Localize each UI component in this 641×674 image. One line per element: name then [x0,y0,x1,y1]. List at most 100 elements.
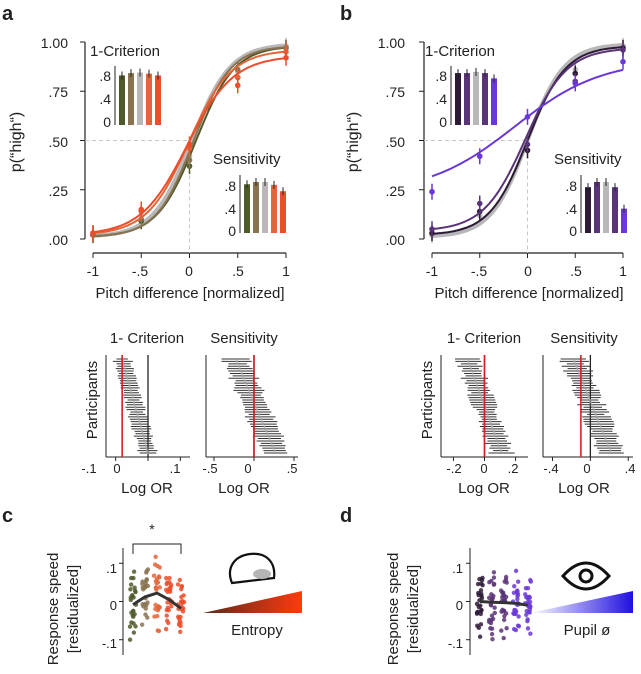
scatter-point [525,626,531,631]
scatter-point [500,590,505,596]
participant-estimate [596,418,599,421]
participant-estimate [125,374,128,377]
participant-estimate [256,408,259,411]
inset-bar [482,73,488,125]
participant-estimate [584,389,587,392]
inset-tick-label: .4 [99,91,111,107]
participant-estimate [488,418,491,421]
inset-bar [594,181,600,233]
pupil-gradient-wedge [530,591,633,613]
participant-estimate [257,411,260,414]
scatter-point [169,604,174,609]
forest-title-sensitivity: Sensitivity [210,330,278,347]
x-axis-label: Pitch difference [normalized] [96,285,285,302]
participant-estimate [262,423,265,426]
scatter-point [128,582,134,587]
inset-tick-label: 0 [439,114,447,130]
participant-estimate [131,396,134,399]
participant-estimate [145,444,148,447]
participant-estimate [495,437,498,440]
scatter-point [143,612,148,617]
participant-estimate [267,435,270,438]
scatter-point [489,626,495,631]
scatter-point [501,635,506,641]
participant-estimate [606,442,609,445]
participant-estimate [123,365,126,368]
participant-estimate [593,411,596,414]
scatter-point [500,607,505,613]
panel-label-c: c [2,505,13,527]
inset-tick-label: .8 [99,68,111,84]
participant-estimate [595,415,598,418]
participant-estimate [478,391,481,394]
participant-estimate [238,367,241,370]
participant-estimate [598,423,601,426]
participant-estimate [237,365,240,368]
participant-estimate [266,432,269,435]
inset-bar [473,71,479,125]
entropy-legend-label: Entropy [231,622,283,639]
participant-estimate [137,415,140,418]
participant-estimate [599,425,602,428]
scatter-point [179,586,184,592]
y-tick-label: .25 [386,183,406,199]
scatter-point [492,610,498,616]
scatter-point [127,624,133,629]
scatter-point [130,613,135,618]
scatter-point [153,585,159,590]
participant-estimate [574,362,577,365]
inset-bar [253,181,259,233]
participant-estimate [578,372,581,375]
x-tick-label: -.5 [202,461,217,476]
speed-plot-c: Response speed [residualized] .1 0 -.1 *… [45,521,302,665]
participant-estimate [129,389,132,392]
mean-line [132,591,182,610]
participant-estimate [485,411,488,414]
participant-estimate [125,372,128,375]
participant-estimate [499,449,502,452]
y-tick-label: .75 [49,84,69,100]
forest-title-criterion: 1- Criterion [447,330,521,347]
participant-estimate [594,413,597,416]
inset-bar [603,181,609,233]
panel-label-d: d [340,505,352,527]
scatter-point [515,596,520,602]
scatter-point [132,585,137,590]
y-tick-label: .00 [49,232,69,248]
y-tick-label: -.1 [102,636,117,651]
participant-estimate [607,444,610,447]
scatter-point [179,594,184,600]
participant-estimate [272,447,275,450]
scatter-point [491,570,497,575]
scatter-point [477,634,483,639]
participant-estimate [254,403,257,406]
data-point [429,188,435,195]
participant-estimate [137,418,140,421]
speed-plot-d: Response speed [residualized] .1 0 -.1 P… [385,548,633,665]
forest-title-criterion: 1- Criterion [110,330,184,347]
scatter-point [513,568,519,574]
participant-estimate [260,418,263,421]
scatter-point [153,554,158,559]
x-tick-label: .1 [170,461,181,476]
participant-estimate [576,367,579,370]
participant-estimate [604,437,607,440]
scatter-point [504,626,509,631]
scatter-point [181,599,187,605]
participant-estimate [486,413,489,416]
scatter-point [156,574,162,579]
x-tick-label: 0 [524,263,532,279]
inset-title-sensitivity: Sensitivity [554,151,622,168]
participant-estimate [242,377,245,380]
participant-estimate [588,398,591,401]
scatter-point [131,569,137,574]
participant-estimate [126,377,129,380]
scatter-point [176,622,182,627]
participant-estimate [590,403,593,406]
scatter-point [133,624,138,629]
participant-estimate [147,452,149,454]
participant-estimate [586,394,589,397]
scatter-point [492,605,497,610]
participant-estimate [603,435,606,438]
participant-estimate [472,374,475,377]
